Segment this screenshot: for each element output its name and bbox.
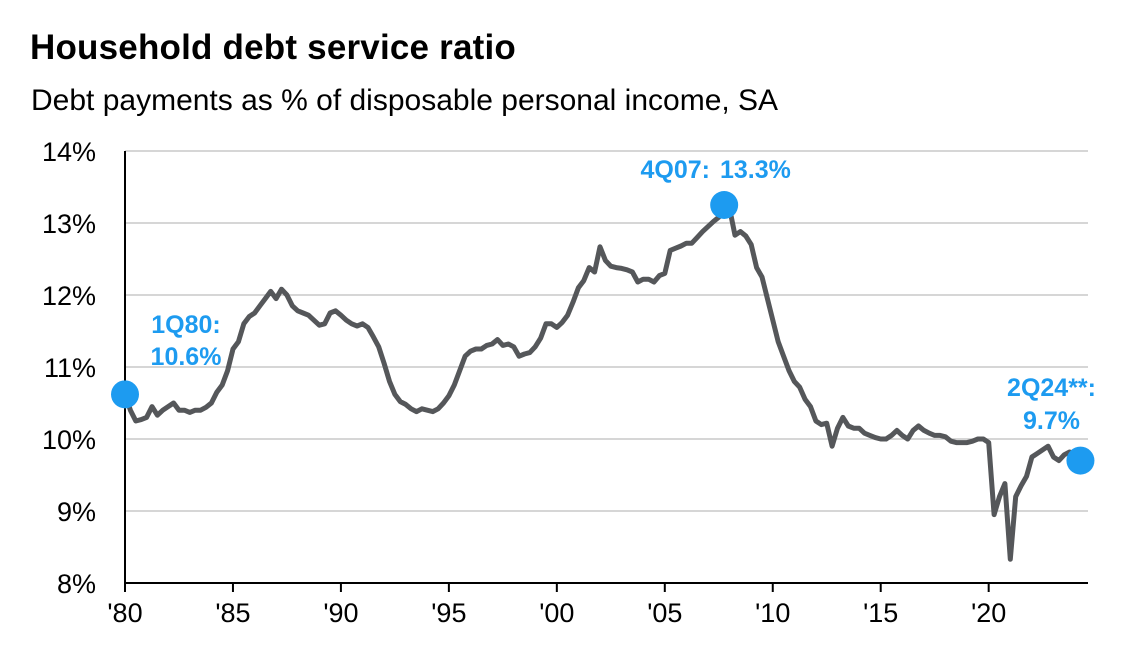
series-layer [122, 202, 1083, 562]
x-tick-label: '90 [323, 598, 358, 628]
chart-title: Household debt service ratio [30, 28, 516, 67]
x-tick-label: '15 [863, 598, 898, 628]
x-axis-tick-labels: '80 '85 '90 '95 '00 '05 '10 '15 '20 [107, 598, 1006, 628]
highlight-point [1066, 446, 1095, 475]
x-tick-label: '85 [215, 598, 250, 628]
x-tick-label: '20 [971, 598, 1006, 628]
annotation-label-2q24: 2Q24**: [1007, 374, 1096, 402]
y-tick-label: 9% [57, 497, 96, 527]
y-tick-label: 11% [44, 353, 96, 383]
y-tick-label: 10% [42, 425, 96, 455]
annotation-value-4q07: 13.3% [720, 156, 791, 184]
annotation-value-2q24: 9.7% [1023, 407, 1080, 435]
x-tick-label: '10 [755, 598, 790, 628]
x-tick-label: '00 [539, 598, 574, 628]
annotation-value-1q80: 10.6% [151, 343, 222, 371]
x-tick-label: '80 [107, 598, 142, 628]
annotation-label-4q07: 4Q07: [641, 156, 710, 184]
annotation-label-1q80: 1Q80: [151, 311, 220, 339]
y-tick-label: 13% [42, 209, 96, 239]
annotation-labels: 1Q80: 10.6% 4Q07: 13.3% 2Q24**: 9.7% [151, 156, 1096, 435]
axes [124, 151, 1088, 592]
highlight-point [111, 380, 139, 409]
chart-subtitle: Debt payments as % of disposable persona… [31, 84, 779, 117]
highlight-markers [111, 191, 1095, 475]
y-tick-label: 8% [57, 569, 96, 599]
y-tick-label: 12% [42, 281, 96, 311]
x-tick-label: '95 [431, 598, 466, 628]
gridlines [125, 150, 1088, 512]
series-line [122, 202, 1083, 562]
y-tick-label: 14% [42, 137, 96, 167]
x-tick-label: '05 [647, 598, 682, 628]
y-axis-tick-labels: 8% 9% 10% 11% 12% 13% 14% [42, 137, 96, 599]
highlight-point [710, 191, 739, 219]
